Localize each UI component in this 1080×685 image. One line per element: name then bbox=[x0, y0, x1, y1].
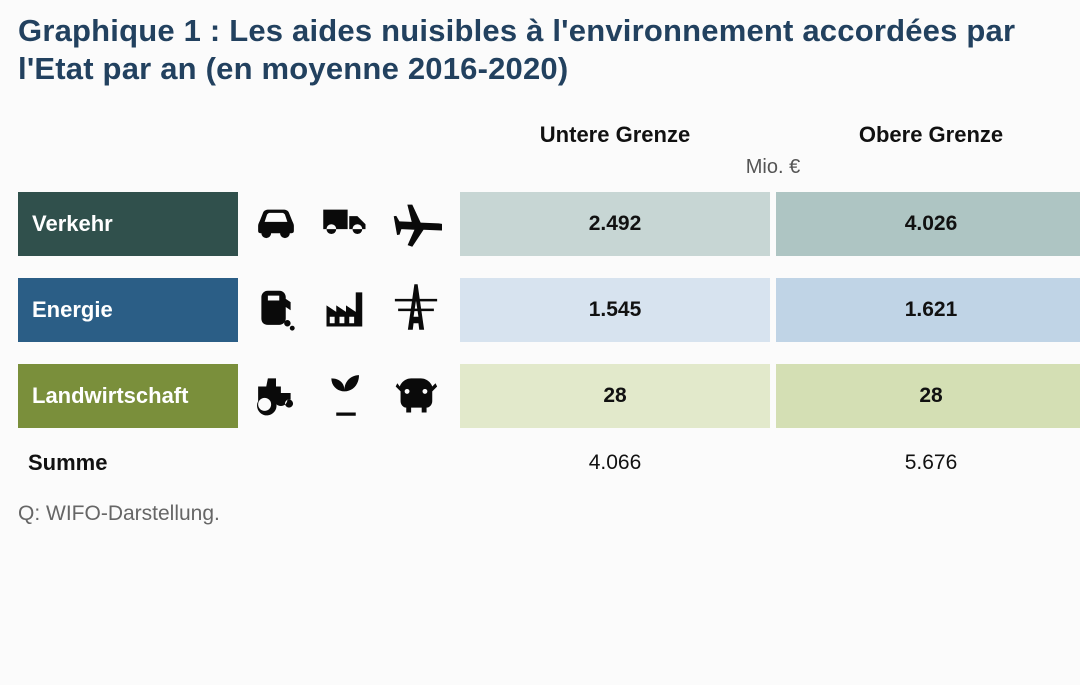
sum-label: Summe bbox=[18, 450, 238, 476]
cell-landwirtschaft-lower: 28 bbox=[460, 364, 770, 428]
sum-upper: 5.676 bbox=[776, 451, 1080, 475]
row-label-energie: Energie bbox=[18, 278, 238, 342]
row-icons-verkehr bbox=[244, 195, 454, 252]
unit-label: Mio. € bbox=[460, 156, 1080, 179]
column-header-lower: Untere Grenze bbox=[460, 122, 770, 148]
chart-container: Graphique 1 : Les aides nuisibles à l'en… bbox=[0, 0, 1080, 685]
factory-icon bbox=[320, 281, 372, 338]
sum-lower: 4.066 bbox=[460, 451, 770, 475]
row-icons-energie bbox=[244, 281, 454, 338]
plant-icon bbox=[320, 367, 372, 424]
source-label: Q: WIFO-Darstellung. bbox=[18, 502, 1062, 526]
truck-icon bbox=[320, 195, 372, 252]
cell-verkehr-upper: 4.026 bbox=[776, 192, 1080, 256]
tractor-icon bbox=[250, 367, 302, 424]
oil-icon bbox=[250, 281, 302, 338]
car-icon bbox=[250, 195, 302, 252]
pylon-icon bbox=[390, 281, 442, 338]
row-label-landwirtschaft: Landwirtschaft bbox=[18, 364, 238, 428]
cell-verkehr-lower: 2.492 bbox=[460, 192, 770, 256]
cell-landwirtschaft-upper: 28 bbox=[776, 364, 1080, 428]
data-grid: Untere Grenze Obere Grenze Mio. € Verkeh… bbox=[18, 122, 1062, 476]
row-label-verkehr: Verkehr bbox=[18, 192, 238, 256]
cell-energie-lower: 1.545 bbox=[460, 278, 770, 342]
column-header-upper: Obere Grenze bbox=[776, 122, 1080, 148]
cell-energie-upper: 1.621 bbox=[776, 278, 1080, 342]
cow-icon bbox=[390, 367, 442, 424]
plane-icon bbox=[390, 195, 442, 252]
chart-title: Graphique 1 : Les aides nuisibles à l'en… bbox=[18, 12, 1062, 88]
row-icons-landwirtschaft bbox=[244, 367, 454, 424]
